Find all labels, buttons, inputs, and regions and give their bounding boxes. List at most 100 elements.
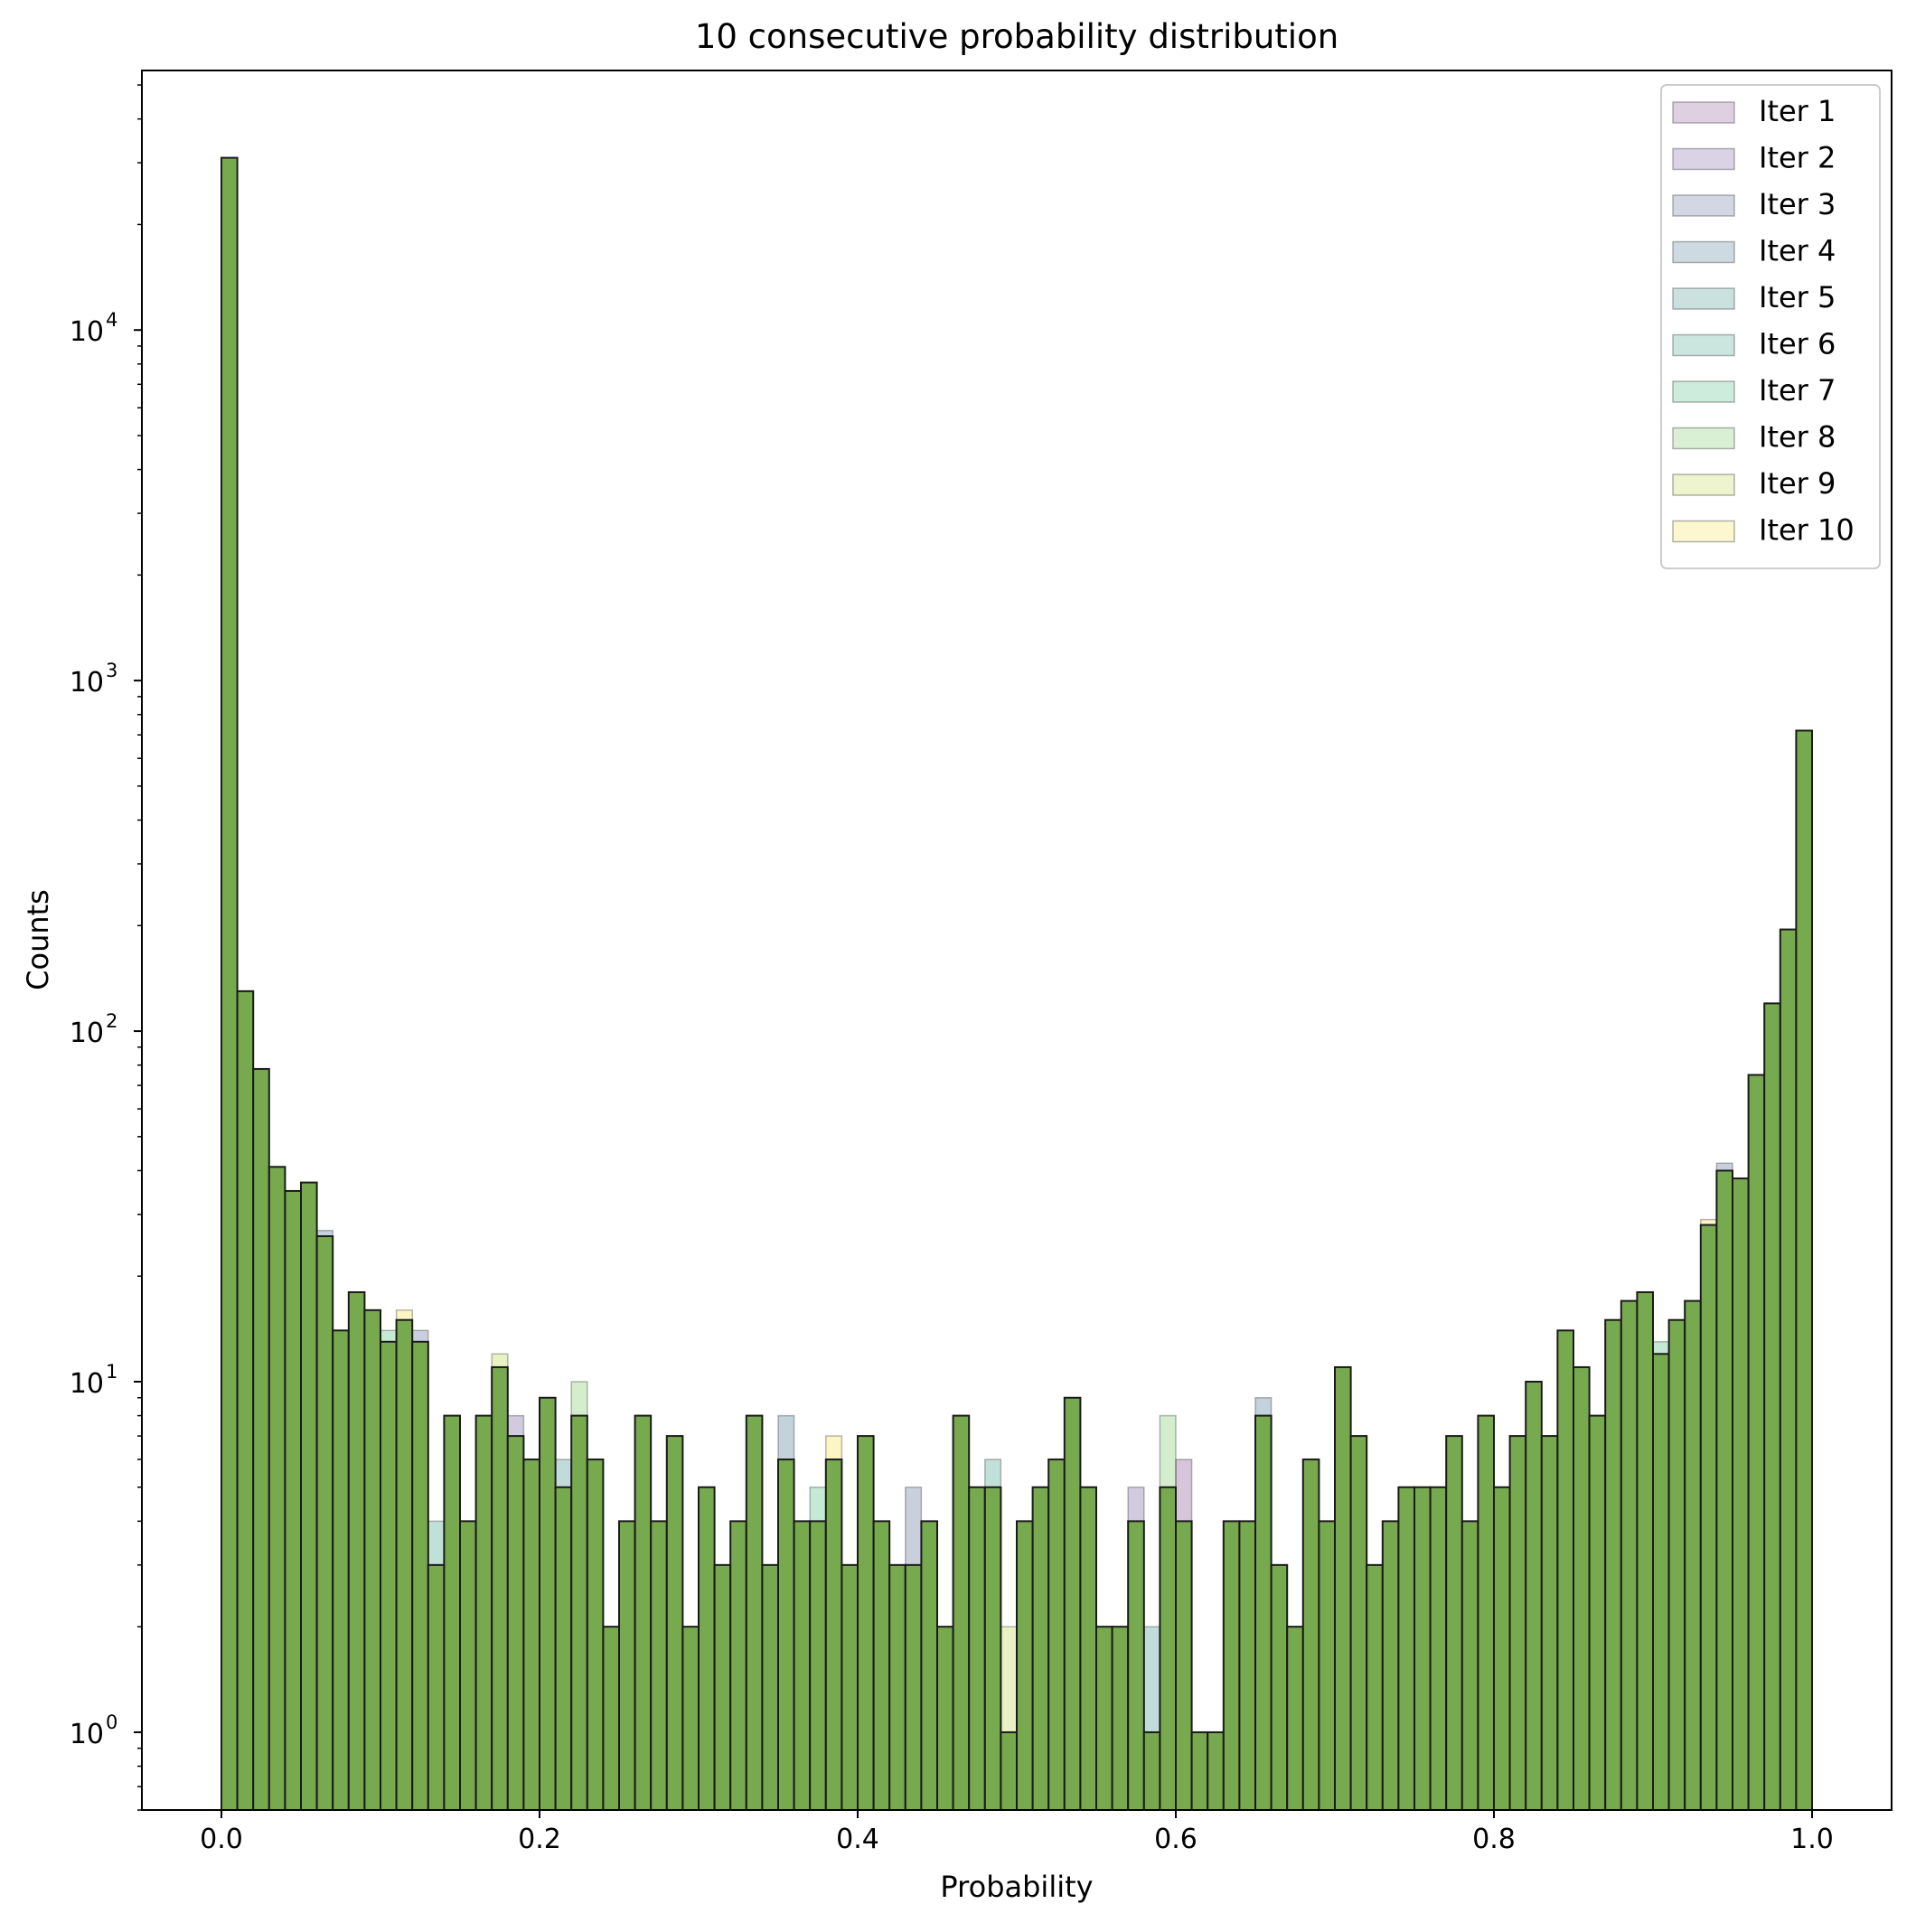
x-axis-label: Probability — [940, 1870, 1093, 1904]
bar — [968, 1486, 986, 1812]
bar — [491, 1365, 509, 1811]
x-tick-label: 0.4 — [836, 1824, 879, 1855]
legend-swatch — [1672, 380, 1735, 403]
x-tick-label: 0.6 — [1154, 1824, 1198, 1855]
bar — [1301, 1458, 1320, 1811]
bar — [1636, 1290, 1655, 1811]
bar — [904, 1563, 923, 1811]
bar — [1238, 1520, 1257, 1811]
y-tick-label: 10 — [70, 316, 104, 348]
bar — [1684, 1299, 1702, 1811]
bar — [1508, 1435, 1527, 1811]
bar — [1652, 1353, 1670, 1812]
bar — [1763, 1002, 1781, 1811]
bar — [983, 1486, 1002, 1812]
bar — [1318, 1520, 1337, 1811]
legend-label: Iter 4 — [1759, 234, 1836, 268]
bar — [539, 1396, 557, 1811]
bar — [474, 1414, 493, 1811]
bar — [650, 1520, 668, 1811]
bar — [1079, 1486, 1098, 1812]
legend-label: Iter 1 — [1759, 94, 1836, 128]
bar — [1445, 1435, 1463, 1811]
bars-layer — [221, 156, 1814, 1812]
legend-swatch — [1672, 101, 1735, 124]
legend-box — [1660, 84, 1881, 569]
bar — [1031, 1486, 1050, 1812]
bar — [1525, 1381, 1543, 1811]
bar — [936, 1626, 954, 1812]
bar — [395, 1318, 414, 1811]
bar — [809, 1520, 827, 1811]
legend-label: Iter 6 — [1759, 327, 1836, 361]
legend-swatch — [1672, 147, 1735, 171]
bar — [1573, 1365, 1591, 1811]
bar — [872, 1520, 891, 1811]
bar — [1111, 1626, 1130, 1812]
bar — [1397, 1486, 1416, 1812]
x-tick-label: 0.2 — [518, 1824, 561, 1855]
bar — [761, 1563, 780, 1811]
bar — [1779, 928, 1798, 1812]
bar — [1349, 1435, 1368, 1811]
bar — [1604, 1318, 1622, 1811]
bar — [681, 1626, 700, 1812]
bar — [554, 1486, 573, 1812]
bar — [268, 1166, 286, 1812]
x-tick-label: 0.8 — [1472, 1824, 1516, 1855]
bar — [1429, 1486, 1448, 1812]
y-tick-label: 10 — [70, 1368, 104, 1400]
legend-label: Iter 9 — [1759, 466, 1836, 501]
legend: Iter 1 Iter 2 Iter 3 Iter 4 Iter 5 Iter 6 Iter… — [1660, 84, 1881, 569]
bar — [1016, 1520, 1034, 1811]
bar — [1222, 1520, 1241, 1811]
bar — [729, 1520, 747, 1811]
bar — [1366, 1563, 1384, 1811]
legend-swatch — [1672, 194, 1735, 217]
bar — [1460, 1520, 1479, 1811]
bar — [252, 1067, 270, 1812]
y-tick-exponent: 3 — [106, 660, 117, 681]
bar — [1286, 1626, 1304, 1812]
legend-label: Iter 10 — [1759, 513, 1855, 548]
legend-swatch — [1672, 520, 1735, 543]
bar — [1063, 1396, 1082, 1811]
x-tick-label: 1.0 — [1790, 1824, 1834, 1855]
legend-label: Iter 5 — [1759, 280, 1836, 314]
bar — [1000, 1730, 1019, 1811]
legend-label: Iter 2 — [1759, 141, 1836, 175]
bar — [443, 1414, 461, 1811]
bar — [1190, 1730, 1209, 1811]
bar — [427, 1563, 446, 1811]
bar — [857, 1435, 875, 1811]
bar — [284, 1189, 302, 1811]
bar — [1747, 1074, 1766, 1812]
bar — [1254, 1414, 1273, 1811]
x-axis: 0.0 0.2 0.4 0.6 0.8 1.0 — [200, 1810, 1834, 1855]
bar — [634, 1414, 653, 1811]
bar — [1715, 1169, 1734, 1811]
bar — [1334, 1365, 1352, 1811]
bar — [1414, 1486, 1432, 1812]
legend-label: Iter 8 — [1759, 420, 1836, 455]
bar — [1047, 1458, 1066, 1811]
bar — [745, 1414, 764, 1811]
bar — [1095, 1626, 1113, 1812]
bar — [363, 1308, 381, 1811]
bar — [332, 1329, 350, 1811]
y-tick-exponent: 4 — [106, 309, 117, 331]
bar — [1620, 1299, 1639, 1811]
y-tick-exponent: 0 — [106, 1712, 117, 1733]
bar — [586, 1458, 605, 1811]
bar — [1667, 1318, 1686, 1811]
bar — [1477, 1414, 1496, 1811]
bar — [1207, 1730, 1225, 1811]
bar — [793, 1520, 812, 1811]
bar — [1142, 1730, 1161, 1811]
bar — [570, 1414, 588, 1811]
bar — [522, 1458, 541, 1811]
bar — [315, 1235, 334, 1811]
bar — [1127, 1520, 1145, 1811]
